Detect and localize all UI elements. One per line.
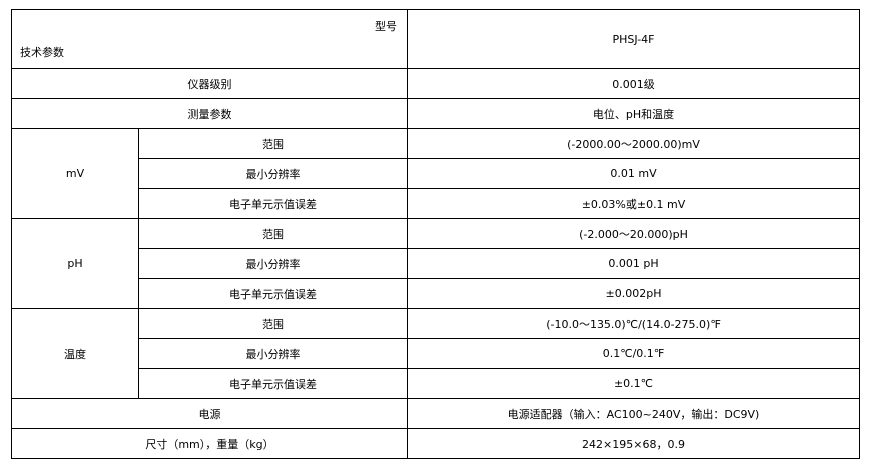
ph-resolution-value: 0.001 pH bbox=[407, 248, 860, 279]
temp-error-value: ±0.1℃ bbox=[407, 368, 860, 399]
measure-value: 电位、pH和温度 bbox=[407, 98, 860, 129]
mv-group: mV bbox=[11, 128, 139, 219]
table-row: 温度 范围 (-10.0～135.0)℃/(14.0-275.0)℉ bbox=[11, 308, 860, 399]
table-row: 电源 电源适配器（输入：AC100~240V，输出：DC9V) bbox=[11, 398, 860, 429]
table-row: 电子单元示值误差 ±0.03%或±0.1 mV bbox=[12, 188, 860, 219]
table-row: 最小分辨率 0.01 mV bbox=[12, 158, 860, 189]
table-row: 测量参数 电位、pH和温度 bbox=[11, 98, 860, 129]
table-row: 尺寸（mm），重量（kg） 242×195×68，0.9 bbox=[11, 428, 860, 459]
mv-error-label: 电子单元示值误差 bbox=[138, 188, 408, 219]
power-label: 电源 bbox=[11, 398, 408, 429]
mv-range-value: (-2000.00～2000.00)mV bbox=[407, 128, 860, 159]
temp-group: 温度 bbox=[11, 308, 139, 399]
temp-resolution-label: 最小分辨率 bbox=[138, 338, 408, 369]
size-value: 242×195×68，0.9 bbox=[407, 428, 860, 459]
table-row: 仪器级别 0.001级 bbox=[11, 68, 860, 99]
grade-value: 0.001级 bbox=[407, 68, 860, 99]
param-label: 技术参数 bbox=[20, 46, 64, 59]
temp-range-label: 范围 bbox=[138, 308, 408, 339]
header-corner-cell: 型号 技术参数 bbox=[11, 9, 408, 69]
grade-label: 仪器级别 bbox=[11, 68, 408, 99]
mv-error-value: ±0.03%或±0.1 mV bbox=[407, 188, 860, 219]
model-value: PHSJ-4F bbox=[407, 9, 860, 69]
temp-error-label: 电子单元示值误差 bbox=[138, 368, 408, 399]
ph-resolution-label: 最小分辨率 bbox=[138, 248, 408, 279]
temp-resolution-value: 0.1℃/0.1℉ bbox=[407, 338, 860, 369]
temp-range-value: (-10.0～135.0)℃/(14.0-275.0)℉ bbox=[407, 308, 860, 339]
header-row: 型号 技术参数 PHSJ-4F bbox=[11, 9, 860, 69]
ph-error-value: ±0.002pH bbox=[407, 278, 860, 309]
table-row: 电子单元示值误差 ±0.1℃ bbox=[12, 368, 860, 399]
table-row: pH 范围 (-2.000～20.000)pH bbox=[11, 218, 860, 309]
ph-group: pH bbox=[11, 218, 139, 309]
table-row: 电子单元示值误差 ±0.002pH bbox=[12, 278, 860, 309]
table-row: 最小分辨率 0.001 pH bbox=[12, 248, 860, 279]
model-label: 型号 bbox=[375, 20, 397, 33]
spec-table: 型号 技术参数 PHSJ-4F 仪器级别 0.001级 测量参数 电位、pH和温… bbox=[11, 9, 860, 459]
mv-resolution-value: 0.01 mV bbox=[407, 158, 860, 189]
ph-range-value: (-2.000～20.000)pH bbox=[407, 218, 860, 249]
mv-resolution-label: 最小分辨率 bbox=[138, 158, 408, 189]
ph-range-label: 范围 bbox=[138, 218, 408, 249]
power-value: 电源适配器（输入：AC100~240V，输出：DC9V) bbox=[407, 398, 860, 429]
table-row: mV 范围 (-2000.00～2000.00)mV bbox=[11, 128, 860, 219]
table-row: 最小分辨率 0.1℃/0.1℉ bbox=[12, 338, 860, 369]
size-label: 尺寸（mm），重量（kg） bbox=[11, 428, 408, 459]
mv-range-label: 范围 bbox=[138, 128, 408, 159]
ph-error-label: 电子单元示值误差 bbox=[138, 278, 408, 309]
measure-label: 测量参数 bbox=[11, 98, 408, 129]
